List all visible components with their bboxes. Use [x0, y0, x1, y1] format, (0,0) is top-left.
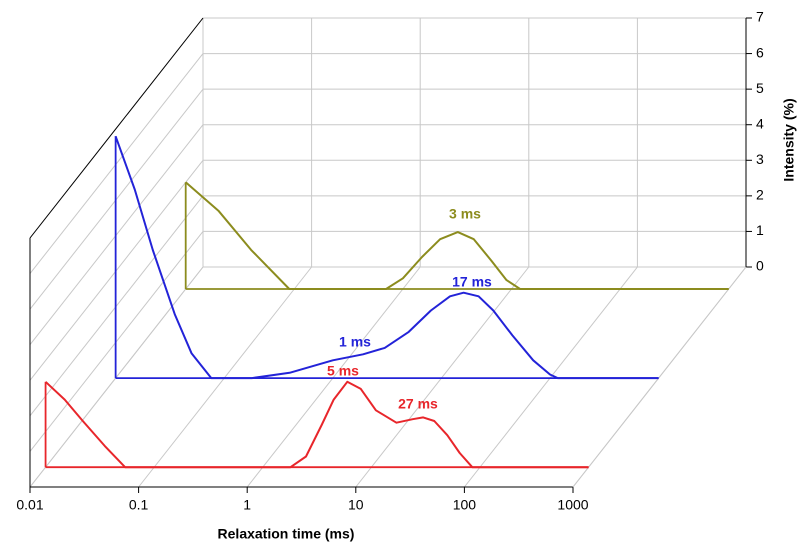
y-tick-label: 1 [756, 222, 764, 238]
series-line [185, 181, 729, 290]
x-tick-label: 0.01 [16, 497, 43, 513]
grid-line [138, 266, 312, 488]
y-tick-label: 6 [756, 44, 764, 60]
grid: 0.01 0.1 1 10 100 1000 0 1 2 3 4 5 6 7 [16, 9, 764, 513]
curves: 3 ms 17 ms 1 ms 5 ms 27 ms [44, 135, 729, 469]
peak-label: 5 ms [327, 363, 359, 379]
y-axis-label: Intensity (%) [781, 98, 797, 181]
x-axis-label: Relaxation time (ms) [218, 526, 355, 542]
y-tick-label: 0 [756, 258, 764, 274]
y-tick-label: 5 [756, 80, 764, 96]
peak-label: 27 ms [398, 396, 438, 412]
x-tick-label: 0.1 [129, 497, 149, 513]
y-tick-label: 3 [756, 151, 764, 167]
x-tick-label: 100 [453, 497, 477, 513]
x-tick-label: 1000 [557, 497, 588, 513]
axis-line [29, 17, 204, 239]
peak-label: 1 ms [339, 334, 371, 350]
y-tick-label: 7 [756, 9, 764, 25]
y-tick-label: 4 [756, 115, 764, 131]
series-line [114, 135, 659, 380]
y-tick-label: 2 [756, 187, 764, 203]
grid-line [246, 266, 421, 488]
series-line [44, 380, 589, 469]
x-tick-label: 1 [243, 497, 251, 513]
grid-line [464, 266, 638, 488]
peak-label: 3 ms [449, 206, 481, 222]
x-tick-label: 10 [348, 497, 364, 513]
peak-label: 17 ms [452, 274, 492, 290]
grid-line [355, 266, 530, 488]
axis-line [572, 266, 747, 488]
